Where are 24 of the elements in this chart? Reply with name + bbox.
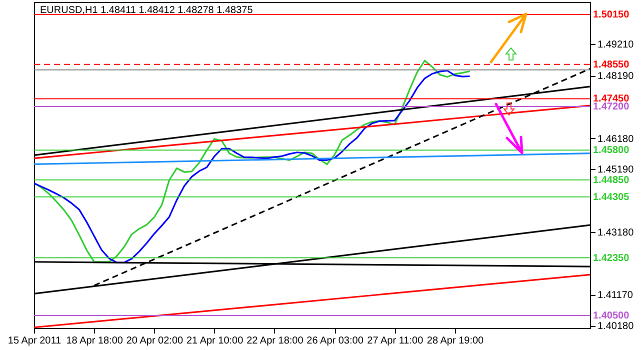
x-tick-label: 20 Apr 02:00 [126, 336, 184, 346]
y-tick-label: 1.41170 [598, 290, 634, 302]
chart-title: EURUSD,H1 1.48411 1.48412 1.48278 1.48375 [40, 5, 254, 16]
ref-line-label: 1.50150 [593, 9, 630, 20]
y-tick-label: 1.40180 [598, 321, 634, 332]
ref-line-label: 1.40500 [593, 310, 630, 322]
y-tick-label: 1.43180 [598, 227, 634, 238]
y-tick-label: 1.48190 [598, 71, 634, 82]
x-tick-label: 15 Apr 2011 [8, 336, 62, 346]
x-tick-label: 18 Apr 18:00 [66, 336, 124, 346]
x-tick-label: 21 Apr 10:00 [186, 336, 244, 346]
y-tick-label: 1.46180 [598, 134, 634, 145]
x-tick-label: 28 Apr 19:00 [426, 336, 484, 346]
ref-line-label: 1.47200 [593, 102, 630, 113]
ref-line-label: 1.44850 [593, 174, 630, 186]
ref-line-label: 1.42350 [593, 252, 630, 264]
x-tick-label: 27 Apr 11:00 [367, 336, 424, 346]
ref-line-label: 1.44305 [593, 192, 630, 203]
x-tick-label: 26 Apr 03:00 [306, 336, 364, 346]
ref-line-label: 1.45800 [593, 145, 630, 156]
ref-line-label: 1.48550 [593, 59, 630, 70]
x-tick-label: 22 Apr 18:00 [246, 336, 304, 346]
y-tick-label: 1.45190 [598, 164, 634, 176]
y-tick-label: 1.49210 [598, 39, 634, 50]
